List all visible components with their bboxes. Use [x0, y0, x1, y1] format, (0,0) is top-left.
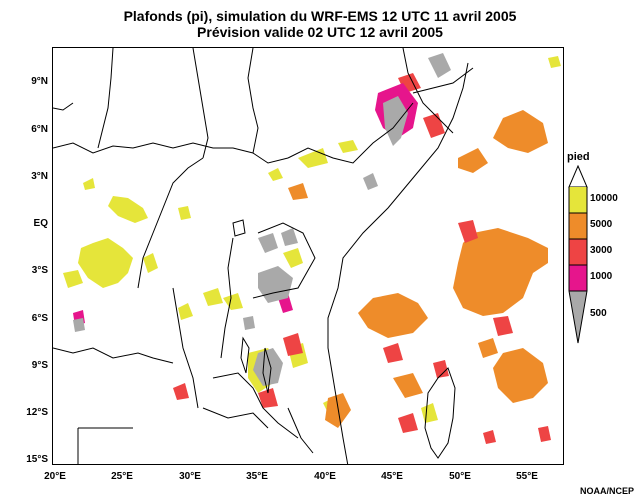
lat-tick-label: 3°N [31, 171, 48, 182]
map-title-line1: Plafonds (pi), simulation du WRF-EMS 12 … [123, 8, 517, 24]
lon-tick-label: 25°E [111, 471, 133, 482]
lat-tick-label: 6°N [31, 124, 48, 135]
madagascar-outline [424, 367, 456, 459]
lakes [232, 219, 272, 394]
lat-tick-label: 3°S [31, 265, 48, 276]
legend-swatch-3000 [569, 239, 587, 265]
legend-label-500: 500 [590, 308, 607, 319]
legend-title: pied [567, 151, 590, 163]
map-panel [52, 47, 564, 465]
legend-swatch-5000 [569, 213, 587, 239]
lat-tick-label: 9°S [31, 360, 48, 371]
legend-swatch-1000 [569, 265, 587, 291]
ceiling-5000-areas [288, 110, 548, 428]
legend-label-5000: 5000 [590, 219, 613, 230]
lon-tick-label: 35°E [246, 471, 268, 482]
lon-tick-label: 55°E [516, 471, 538, 482]
legend-label-3000: 3000 [590, 245, 613, 256]
lon-tick-label: 20°E [44, 471, 66, 482]
lon-tick-label: 50°E [449, 471, 471, 482]
ceiling-500-areas [73, 53, 451, 386]
lat-tick-label: 9°N [31, 76, 48, 87]
map-canvas [53, 48, 561, 464]
lat-tick-label: 15°S [26, 454, 48, 465]
lat-tick-label: EQ [33, 218, 48, 229]
legend-swatch-10000 [569, 187, 587, 213]
legend-label-1000: 1000 [590, 271, 613, 282]
lat-tick-label: 12°S [26, 407, 48, 418]
legend-colorbar [568, 165, 588, 344]
legend-top-arrow [568, 165, 588, 188]
map-title-line2: Prévision valide 02 UTC 12 avril 2005 [197, 24, 443, 40]
lon-tick-label: 30°E [179, 471, 201, 482]
legend-label-10000: 10000 [590, 193, 618, 204]
lat-tick-label: 6°S [31, 313, 48, 324]
legend-swatch-500 [569, 291, 587, 343]
lon-tick-label: 40°E [314, 471, 336, 482]
lon-tick-label: 45°E [381, 471, 403, 482]
political-boundaries [53, 48, 474, 464]
credit-text: NOAA/NCEP [579, 486, 634, 496]
